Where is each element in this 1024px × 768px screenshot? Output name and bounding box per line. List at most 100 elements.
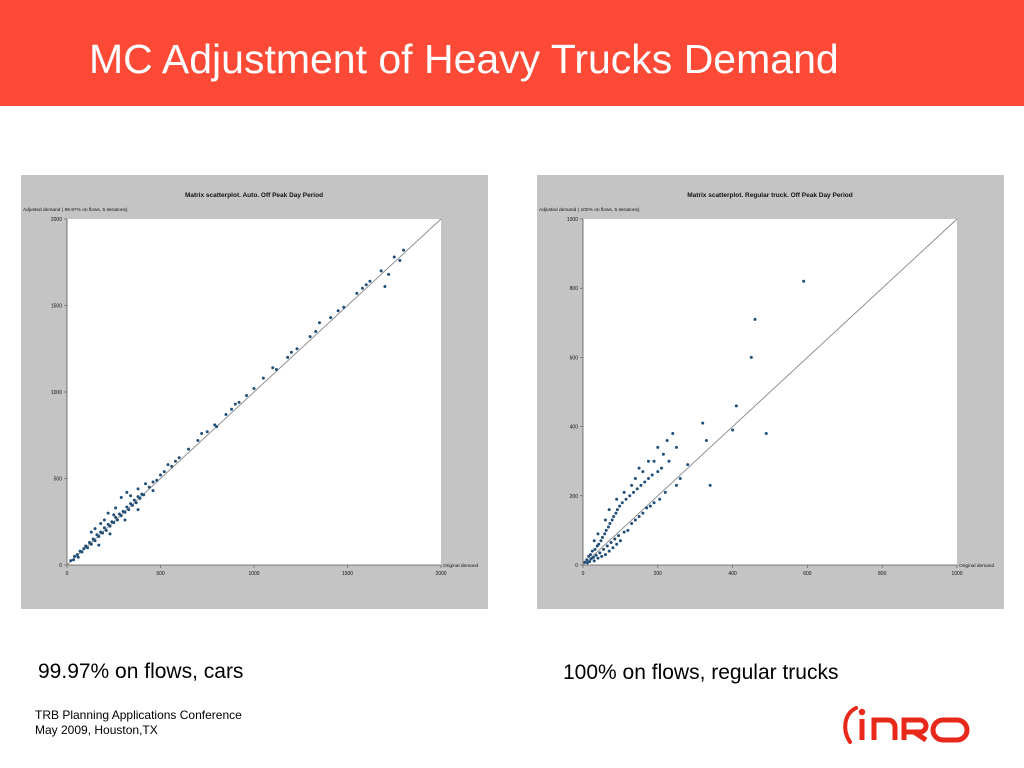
- data-point: [76, 555, 80, 559]
- data-point: [317, 321, 321, 325]
- data-point: [368, 279, 372, 283]
- data-point: [675, 445, 678, 449]
- data-point: [592, 559, 596, 563]
- data-point: [622, 490, 626, 494]
- data-point: [289, 350, 293, 354]
- data-point: [628, 494, 632, 498]
- data-point: [606, 525, 610, 529]
- data-point: [286, 355, 290, 359]
- data-point: [615, 542, 619, 546]
- y-tick-label: 0: [575, 563, 578, 569]
- data-point: [129, 494, 133, 498]
- scatterplot-trucks: Matrix scatterplot. Regular truck. Off P…: [539, 192, 995, 577]
- data-point: [600, 554, 604, 558]
- data-point: [200, 432, 204, 436]
- data-point: [630, 521, 634, 525]
- data-point: [633, 477, 637, 480]
- data-point: [592, 539, 596, 543]
- data-point: [205, 430, 209, 434]
- data-point: [675, 483, 678, 487]
- data-point: [588, 560, 592, 564]
- inro-logo: [836, 700, 996, 750]
- data-point: [101, 531, 105, 535]
- data-point: [166, 463, 170, 467]
- x-tick-label: 1000: [951, 571, 962, 577]
- chart-title: Matrix scatterplot. Regular truck. Off P…: [687, 192, 852, 199]
- data-point: [80, 550, 84, 554]
- data-point: [630, 483, 634, 487]
- data-point: [89, 542, 93, 546]
- data-point: [603, 553, 607, 557]
- data-point: [230, 407, 234, 411]
- data-point: [151, 489, 155, 493]
- data-point: [618, 539, 622, 543]
- data-point: [106, 511, 110, 515]
- reference-line: [66, 218, 442, 566]
- data-point: [112, 513, 116, 517]
- data-point: [119, 514, 123, 518]
- data-point: [196, 438, 200, 442]
- x-axis-label: Original demand: [959, 563, 995, 569]
- data-point: [656, 470, 660, 474]
- data-point: [665, 438, 669, 442]
- data-point: [261, 376, 265, 380]
- data-point: [615, 497, 619, 501]
- y-tick-label: 1000: [51, 390, 62, 396]
- data-point: [138, 496, 142, 500]
- x-tick-label: 500: [156, 571, 165, 577]
- data-point: [72, 558, 76, 562]
- x-tick-label: 1500: [342, 571, 353, 577]
- data-point: [603, 532, 607, 536]
- data-point: [402, 248, 406, 252]
- data-point: [620, 501, 624, 505]
- data-point: [142, 493, 146, 497]
- data-point: [360, 286, 364, 290]
- data-point: [646, 477, 650, 480]
- data-point: [329, 316, 333, 320]
- data-point: [802, 279, 806, 283]
- data-point: [667, 459, 671, 463]
- data-point: [583, 560, 587, 564]
- data-point: [602, 547, 606, 551]
- data-point: [125, 490, 129, 494]
- data-point: [224, 412, 228, 416]
- x-tick-label: 200: [654, 571, 663, 577]
- data-point: [708, 483, 712, 487]
- data-point: [599, 539, 603, 543]
- data-point: [383, 284, 387, 288]
- x-tick-label: 0: [66, 571, 69, 577]
- chart-panel-cars: Matrix scatterplot. Auto. Off Peak Day P…: [21, 175, 488, 609]
- data-point: [144, 482, 148, 486]
- data-point: [614, 511, 618, 515]
- data-point: [93, 527, 97, 531]
- data-point: [645, 506, 649, 510]
- data-point: [589, 557, 593, 561]
- data-point: [75, 553, 79, 557]
- data-point: [600, 535, 604, 539]
- data-point: [671, 432, 675, 436]
- data-point: [652, 501, 656, 505]
- y-axis-label: Adjusted demand ( 99.97% on flows, 5 ite…: [23, 207, 128, 213]
- data-point: [598, 551, 602, 555]
- y-tick-label: 1500: [51, 304, 62, 310]
- slide-title: MC Adjustment of Heavy Trucks Demand: [89, 36, 839, 82]
- data-point: [252, 387, 256, 391]
- data-point: [749, 355, 753, 359]
- data-point: [624, 497, 628, 501]
- data-point: [658, 497, 662, 501]
- data-point: [114, 506, 118, 510]
- data-point: [170, 464, 174, 468]
- footer: TRB Planning Applications Conference May…: [35, 708, 242, 738]
- data-point: [132, 498, 136, 502]
- data-point: [613, 537, 617, 541]
- data-point: [637, 466, 641, 470]
- data-point: [734, 404, 738, 408]
- data-point: [104, 528, 108, 532]
- data-point: [379, 269, 383, 273]
- data-point: [274, 368, 278, 372]
- y-tick-label: 1000: [567, 217, 578, 223]
- y-tick-label: 2000: [51, 217, 62, 223]
- data-point: [187, 447, 191, 451]
- data-point: [585, 561, 589, 565]
- data-point: [82, 547, 86, 551]
